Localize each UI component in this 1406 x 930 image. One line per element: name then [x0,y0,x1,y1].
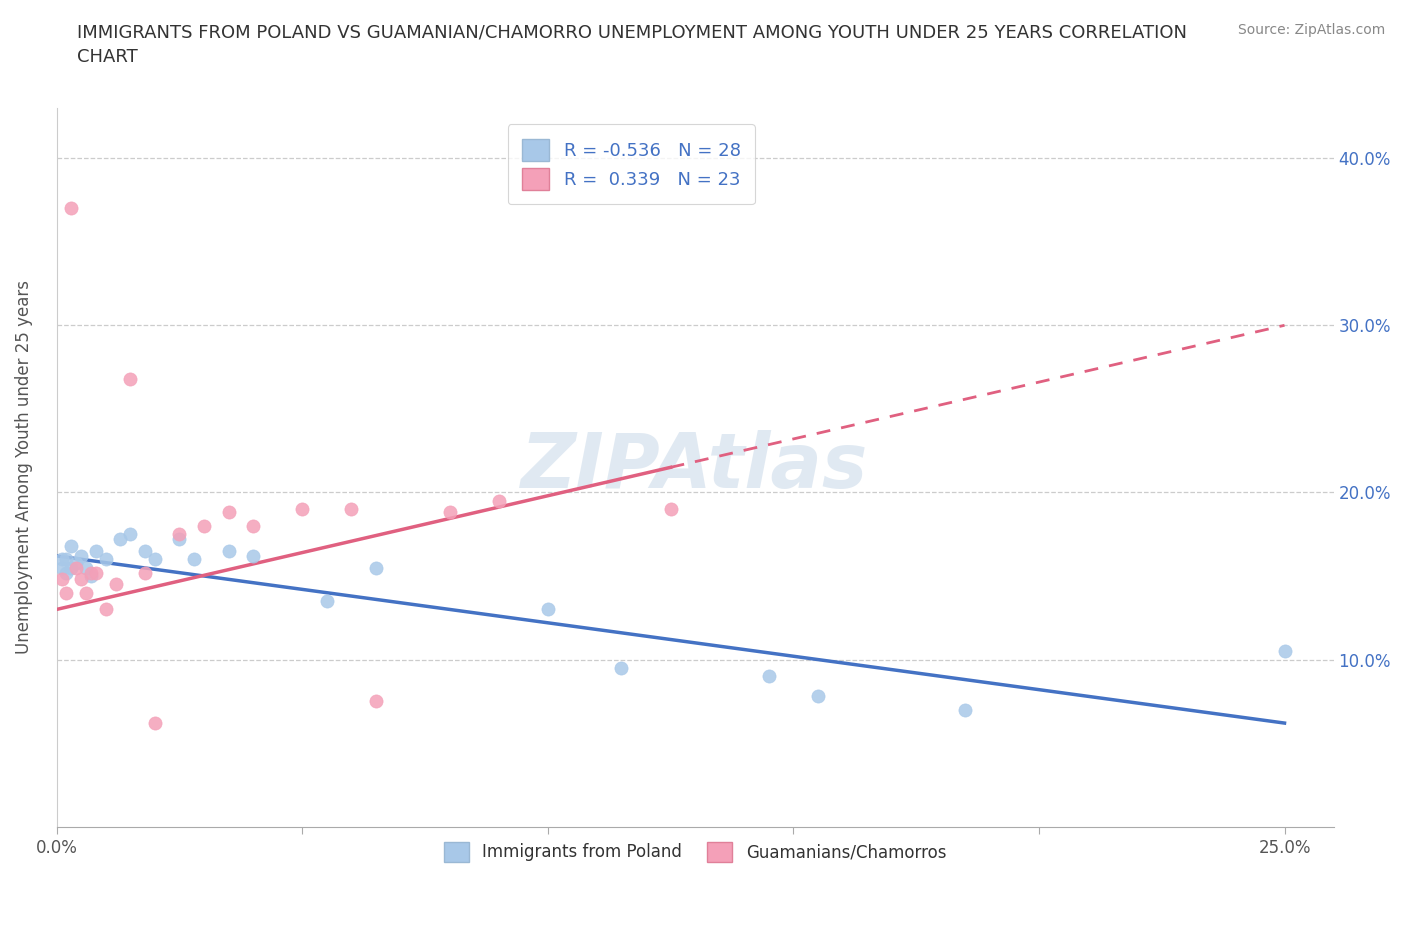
Point [340,501,363,516]
Point [169,532,191,547]
Point [65,555,87,570]
Point [120,371,142,386]
Point [60,538,83,553]
Point [70,572,93,587]
Point [218,543,240,558]
Point [758,669,780,684]
Point [364,560,387,575]
Point [134,543,156,558]
Point [291,501,314,516]
Point [84,565,107,580]
Point [94,602,117,617]
Point [143,551,166,566]
Point [315,593,337,608]
Point [55,565,77,580]
Point [55,585,77,600]
Point [488,493,510,508]
Point [51,560,73,575]
Text: IMMIGRANTS FROM POLAND VS GUAMANIAN/CHAMORRO UNEMPLOYMENT AMONG YOUTH UNDER 25 Y: IMMIGRANTS FROM POLAND VS GUAMANIAN/CHAM… [77,23,1187,66]
Point [70,549,93,564]
Point [439,505,461,520]
Point [1274,644,1296,658]
Point [955,702,977,717]
Point [55,551,77,566]
Point [60,201,83,216]
Point [807,689,830,704]
Point [110,532,132,547]
Point [65,560,87,575]
Point [80,568,103,583]
Point [169,526,191,541]
Point [610,660,633,675]
Point [60,560,83,575]
Point [537,602,560,617]
Point [51,551,73,566]
Point [80,565,103,580]
Point [120,526,142,541]
Point [193,518,215,533]
Point [94,551,117,566]
Point [183,551,205,566]
Point [104,577,127,591]
Point [242,549,264,564]
Point [218,505,240,520]
Point [75,585,97,600]
Legend: Immigrants from Poland, Guamanians/Chamorros: Immigrants from Poland, Guamanians/Chamo… [437,835,953,869]
Point [51,572,73,587]
Point [134,565,156,580]
Point [364,694,387,709]
Text: Source: ZipAtlas.com: Source: ZipAtlas.com [1237,23,1385,37]
Point [242,518,264,533]
Y-axis label: Unemployment Among Youth under 25 years: Unemployment Among Youth under 25 years [15,280,32,655]
Text: ZIPAtlas: ZIPAtlas [522,431,869,504]
Point [143,716,166,731]
Point [84,543,107,558]
Point [659,501,682,516]
Point [75,560,97,575]
